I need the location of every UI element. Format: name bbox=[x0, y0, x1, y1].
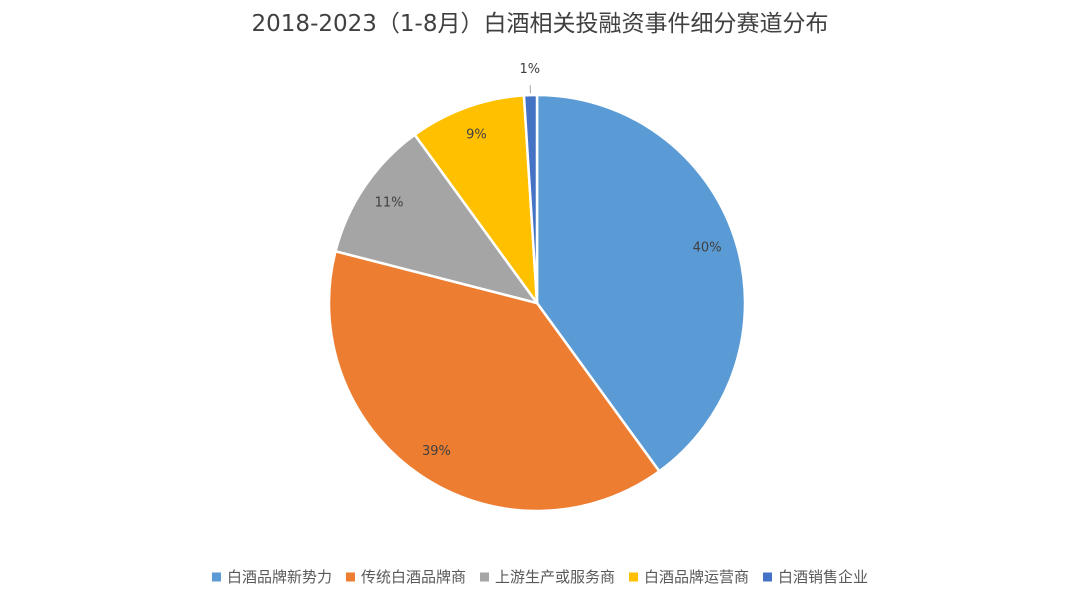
data-labels: 40% 39% 11% 9% 1% bbox=[375, 62, 722, 459]
data-label-1: 40% bbox=[693, 241, 722, 256]
data-label-3: 11% bbox=[375, 195, 404, 210]
chart-title: 2018-2023（1-8月）白酒相关投融资事件细分赛道分布 bbox=[252, 11, 829, 37]
legend-swatch-2 bbox=[345, 572, 355, 582]
pie-slice-2 bbox=[327, 250, 661, 513]
data-label-2: 39% bbox=[422, 444, 451, 459]
legend-label-2: 传统白酒品牌商 bbox=[361, 568, 466, 586]
pie-slice-3 bbox=[334, 133, 539, 305]
legend-label-4: 白酒品牌运营商 bbox=[644, 568, 749, 586]
legend-swatch-3 bbox=[479, 572, 489, 582]
legend-swatch-5 bbox=[763, 572, 773, 582]
legend-swatch-1 bbox=[211, 572, 221, 582]
pie-slice-5 bbox=[522, 93, 539, 305]
data-label-4: 9% bbox=[466, 128, 487, 143]
data-label-5: 1% bbox=[520, 62, 541, 77]
legend-swatch-4 bbox=[629, 572, 639, 582]
pie-slices bbox=[327, 93, 747, 513]
pie-slice-4 bbox=[413, 94, 539, 305]
legend-label-3: 上游生产或服务商 bbox=[495, 568, 615, 586]
legend-label-1: 白酒品牌新势力 bbox=[227, 568, 332, 586]
legend: 白酒品牌新势力 传统白酒品牌商 上游生产或服务商 白酒品牌运营商 白酒销售企业 bbox=[211, 568, 868, 586]
legend-label-5: 白酒销售企业 bbox=[778, 568, 868, 586]
pie-slice-1 bbox=[535, 93, 747, 473]
